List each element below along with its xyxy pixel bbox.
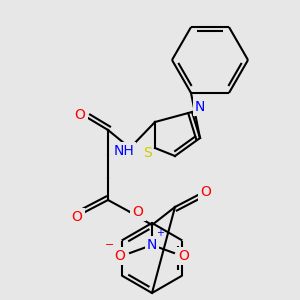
Text: O: O — [72, 210, 83, 224]
Text: O: O — [75, 108, 86, 122]
Text: −: − — [105, 240, 115, 250]
Text: +: + — [156, 228, 164, 238]
Text: O: O — [133, 205, 143, 219]
Text: S: S — [142, 146, 152, 160]
Text: O: O — [115, 249, 125, 263]
Text: NH: NH — [114, 144, 134, 158]
Text: O: O — [201, 185, 212, 199]
Text: N: N — [147, 238, 157, 252]
Text: O: O — [178, 249, 189, 263]
Text: N: N — [195, 100, 205, 114]
